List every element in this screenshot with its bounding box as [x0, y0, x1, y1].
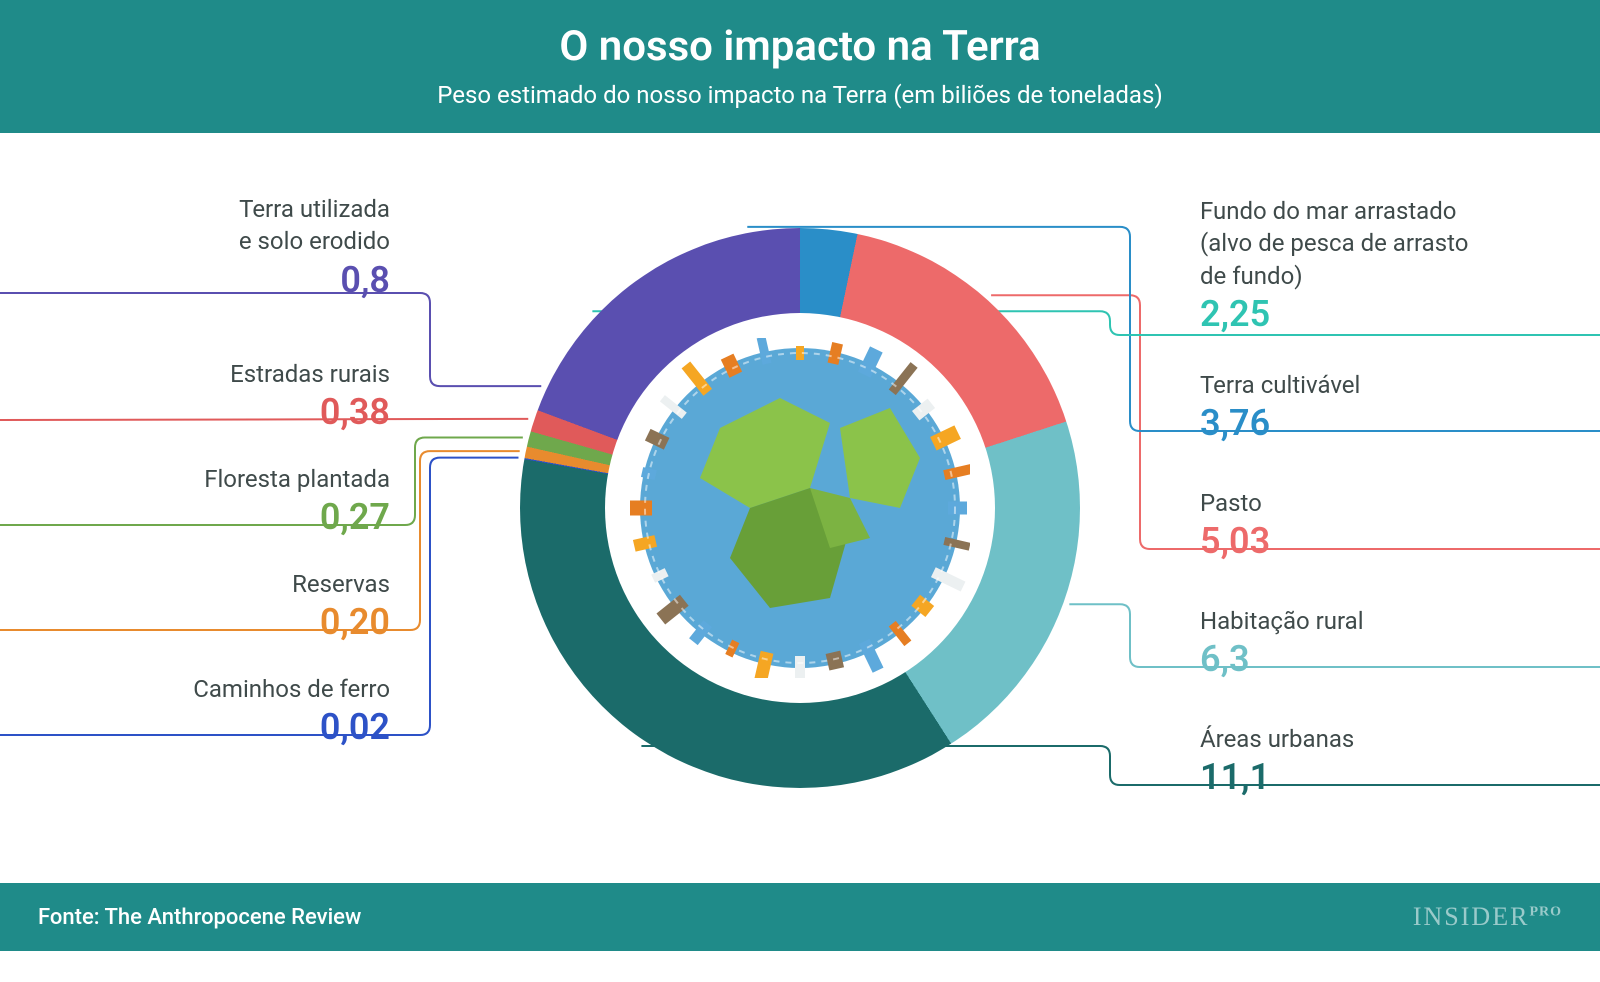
label-text: Habitação rural [1200, 605, 1364, 637]
label-value: 0,27 [204, 499, 390, 535]
label-text: Terra cultivável [1200, 369, 1360, 401]
label-text: Pasto [1200, 487, 1270, 519]
label-solo: Terra utilizadae solo erodido 0,8 [239, 193, 390, 298]
label-reservas: Reservas 0,20 [292, 568, 390, 640]
label-text: Terra utilizadae solo erodido [239, 193, 390, 258]
label-value: 3,76 [1200, 405, 1360, 441]
label-cultivavel: Terra cultivável 3,76 [1200, 369, 1360, 441]
label-value: 6,3 [1200, 641, 1364, 677]
label-text: Fundo do mar arrastado(alvo de pesca de … [1200, 195, 1468, 292]
label-ferro: Caminhos de ferro 0,02 [193, 673, 390, 745]
label-text: Estradas rurais [230, 358, 390, 390]
footer: Fonte: The Anthropocene Review INSIDERPR… [0, 883, 1600, 951]
labels-left: Terra utilizadae solo erodido 0,8 Estradas… [0, 133, 420, 883]
label-value: 5,03 [1200, 523, 1270, 559]
brand-logo: INSIDERPRO [1413, 902, 1562, 932]
labels-right: Áreas urbanas 11,1 Habitação rural 6,3 Pasto… [1170, 133, 1600, 883]
label-value: 0,38 [230, 394, 390, 430]
brand-suffix: PRO [1529, 904, 1562, 919]
globe-illustration [630, 338, 970, 678]
label-text: Áreas urbanas [1200, 723, 1354, 755]
donut-chart [520, 228, 1080, 788]
source-text: Fonte: The Anthropocene Review [38, 905, 361, 930]
label-value: 11,1 [1200, 759, 1354, 795]
brand-name: INSIDER [1413, 902, 1530, 931]
label-text: Caminhos de ferro [193, 673, 390, 705]
page-title: O nosso impacto na Terra [0, 22, 1600, 71]
label-pasto: Pasto 5,03 [1200, 487, 1270, 559]
label-value: 0,8 [239, 262, 390, 298]
label-urbanas: Áreas urbanas 11,1 [1200, 723, 1354, 795]
label-estradas: Estradas rurais 0,38 [230, 358, 390, 430]
label-value: 0,02 [193, 709, 390, 745]
label-rural: Habitação rural 6,3 [1200, 605, 1364, 677]
label-text: Reservas [292, 568, 390, 600]
label-value: 0,20 [292, 604, 390, 640]
label-floresta: Floresta plantada 0,27 [204, 463, 390, 535]
label-value: 2,25 [1200, 296, 1468, 332]
label-text: Floresta plantada [204, 463, 390, 495]
page-subtitle: Peso estimado do nosso impacto na Terra … [0, 81, 1600, 109]
header: O nosso impacto na Terra Peso estimado d… [0, 0, 1600, 133]
label-mar: Fundo do mar arrastado(alvo de pesca de … [1200, 195, 1468, 332]
chart-area: Terra utilizadae solo erodido 0,8 Estradas… [0, 133, 1600, 883]
